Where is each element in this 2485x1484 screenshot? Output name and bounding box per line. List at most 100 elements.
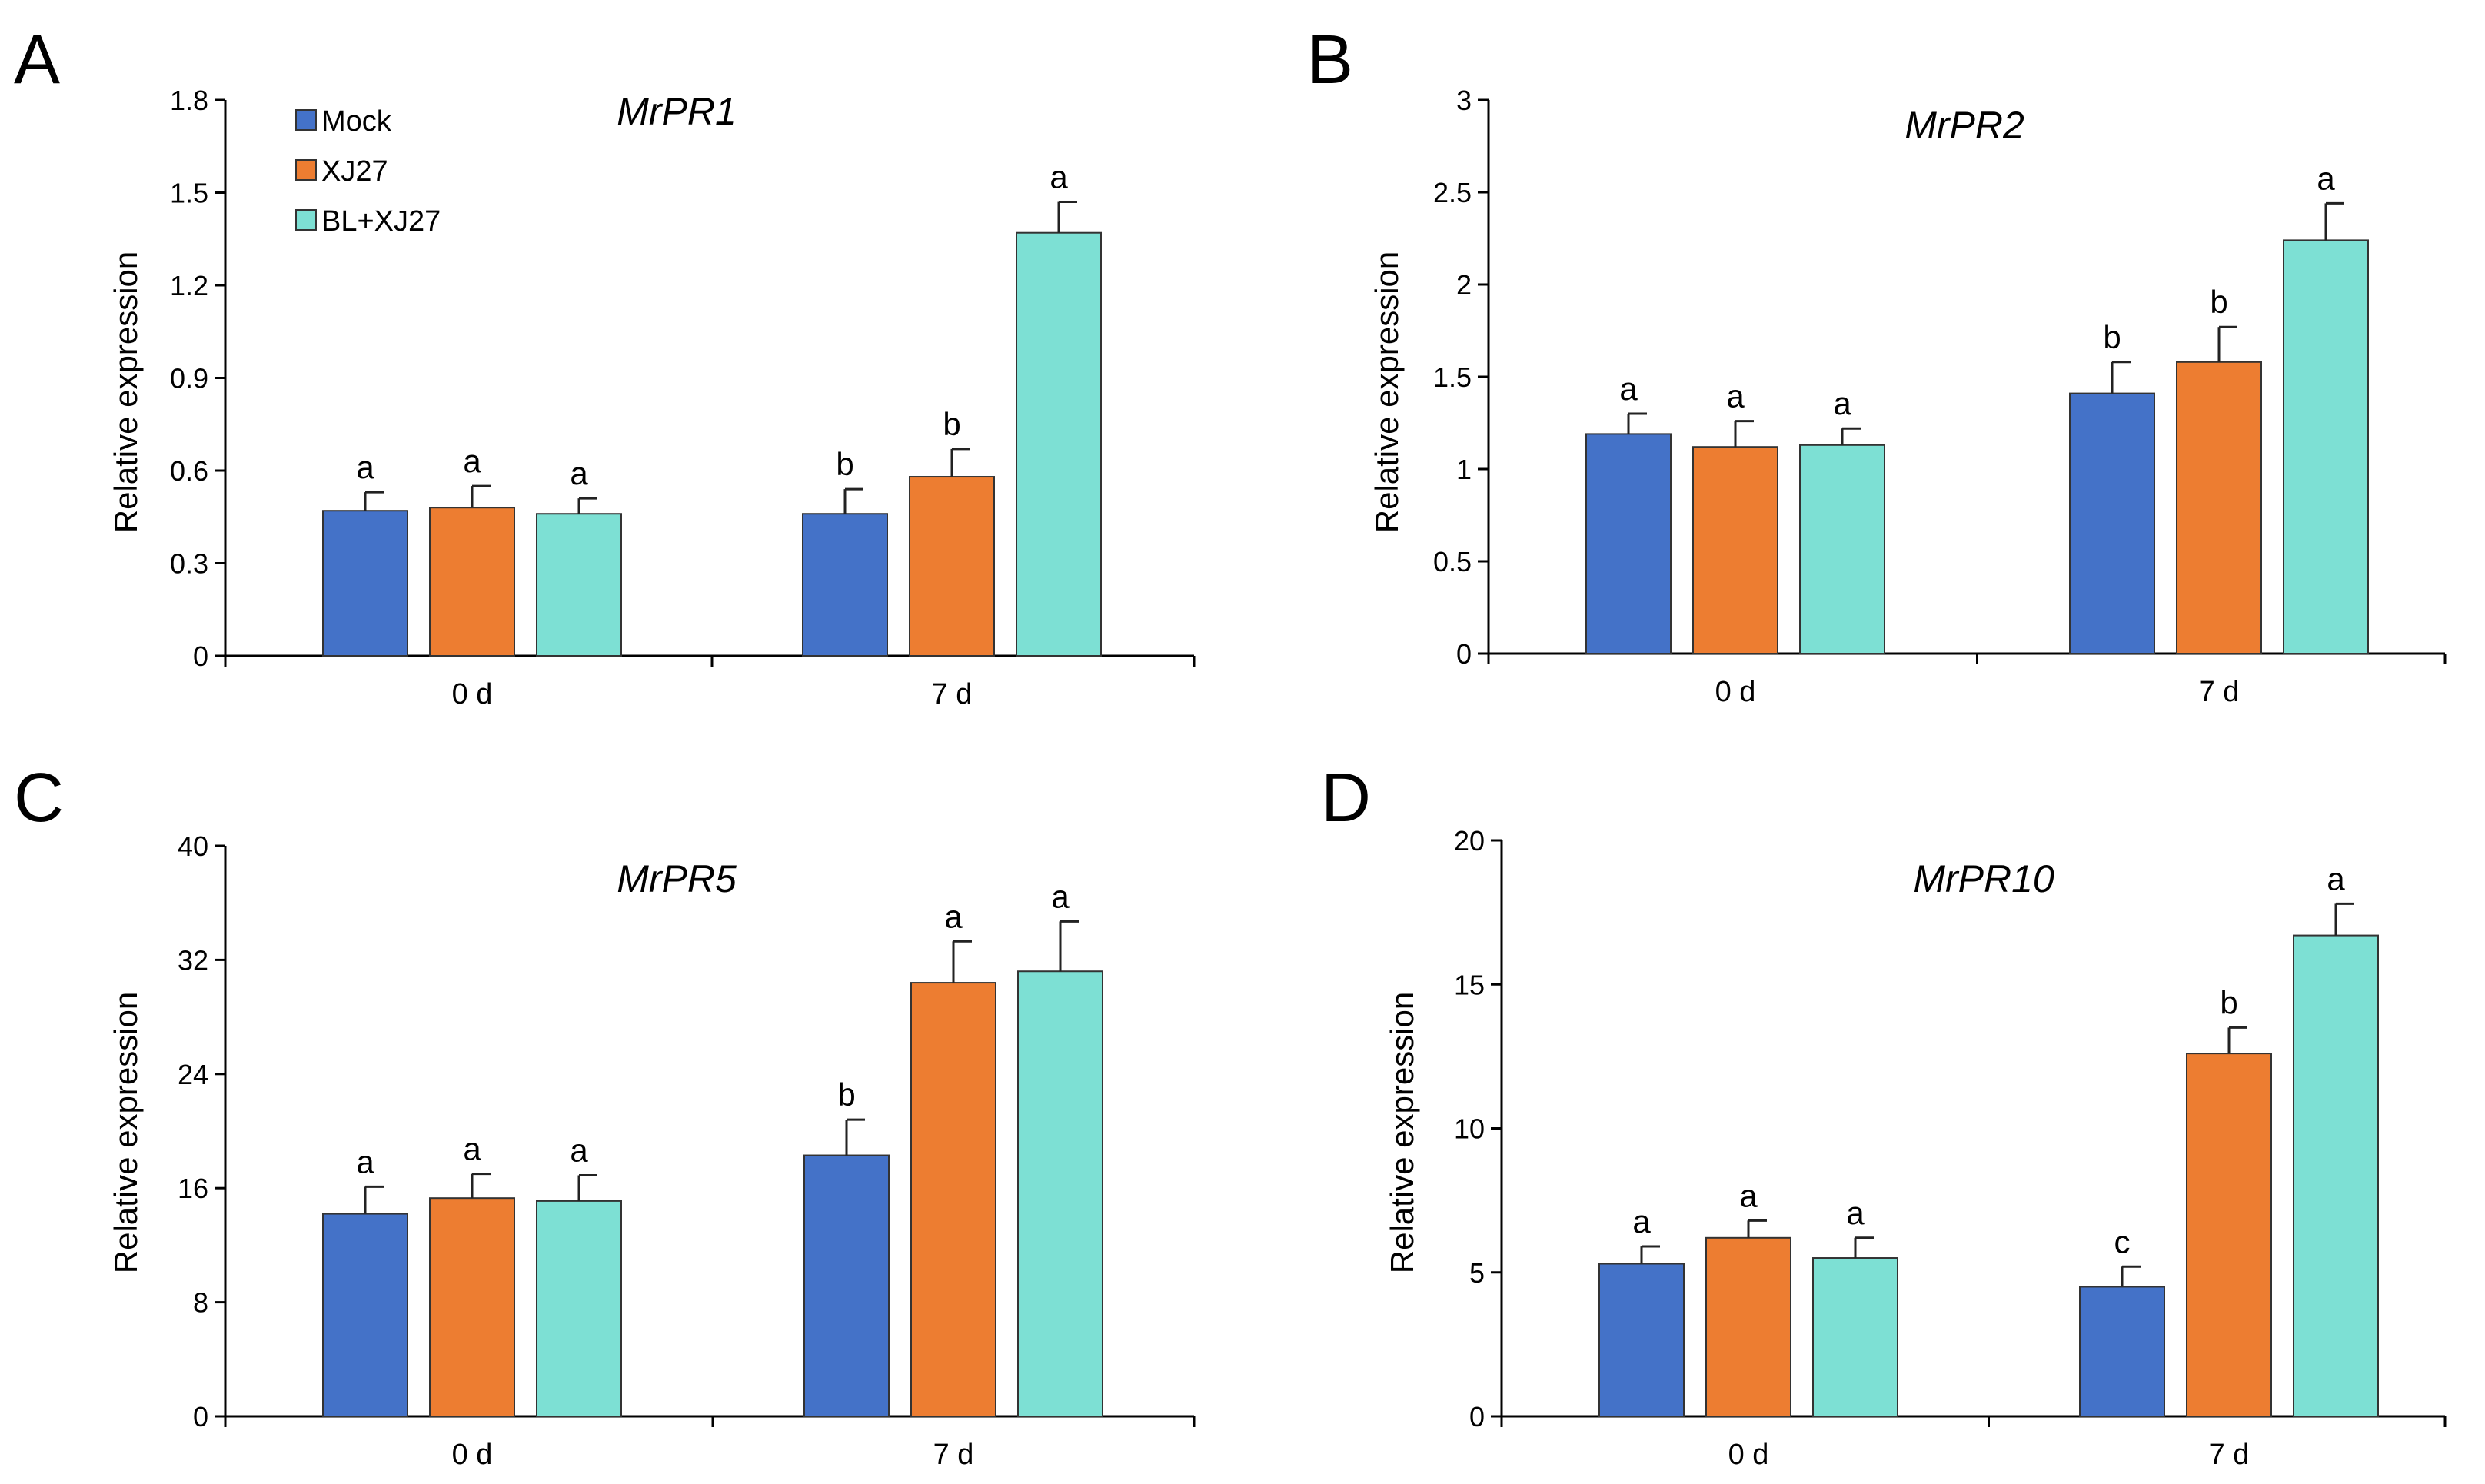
y-tick-label: 0 [193, 641, 208, 672]
bars: a a a b a a [322, 878, 1103, 1418]
y-tick-label: 0.6 [170, 455, 208, 487]
x-category-label: 0 d [1715, 676, 1756, 708]
significance-letter: a [463, 1131, 481, 1167]
chart-title: MrPR2 [1905, 104, 2024, 147]
bar-mock [2069, 392, 2155, 654]
x-category-label: 7 d [2209, 1439, 2250, 1471]
bar-xj27 [429, 1197, 515, 1418]
significance-letter: a [1833, 385, 1851, 421]
x-categories: 0 d 7 d [1715, 676, 2240, 708]
bar-xj27 [1705, 1236, 1791, 1418]
significance-letter: a [2317, 160, 2335, 196]
bar-xj27 [1692, 446, 1778, 654]
panel-letter-c: C [14, 760, 64, 837]
bar-bl-xj27 [1016, 231, 1102, 657]
y-tick-label: 1.5 [1433, 361, 1472, 393]
bar-xj27 [2186, 1053, 2272, 1417]
y-tick-label: 8 [193, 1287, 208, 1319]
x-category-label: 0 d [452, 1439, 493, 1471]
significance-letter: b [2220, 984, 2237, 1020]
y-tick-label: 10 [1454, 1113, 1485, 1145]
panel-letter-b: B [1307, 22, 1353, 98]
y-tick-label: 0.3 [170, 548, 208, 580]
significance-letter: a [570, 1133, 588, 1169]
x-categories: 0 d 7 d [452, 1439, 974, 1471]
legend-item-blxj27: BL+XJ27 [295, 205, 441, 238]
significance-letter: a [570, 455, 588, 491]
y-tick-label: 2.5 [1433, 177, 1472, 208]
significance-letter: a [1619, 371, 1638, 407]
significance-letter: a [1739, 1177, 1758, 1213]
legend-item-xj27: XJ27 [295, 155, 388, 188]
bar-xj27 [2176, 361, 2262, 654]
y-tick-label: 40 [178, 830, 208, 862]
y-tick-label: 3 [1456, 85, 1472, 116]
y-tick-label: 0.5 [1433, 546, 1472, 577]
bar-bl-xj27 [2293, 934, 2379, 1417]
y-tick-label: 2 [1456, 269, 1472, 301]
significance-letter: a [1846, 1195, 1865, 1231]
bar-mock [802, 513, 888, 657]
bar-bl-xj27 [1017, 970, 1103, 1417]
significance-letter: a [944, 898, 963, 934]
panel-letter-a: A [14, 22, 60, 98]
y-tick-label: 1.5 [170, 178, 208, 209]
legend-item-mock: Mock [295, 105, 392, 138]
significance-letter: a [1051, 878, 1070, 914]
y-tick-label: 32 [178, 944, 208, 976]
bar-bl-xj27 [536, 1200, 622, 1418]
legend-swatch-xj27 [295, 159, 317, 181]
chart-title: MrPR1 [617, 90, 737, 133]
panel-b: B MrPR2 Relative expression 0 0.5 1 1.5 2 2.5… [1307, 22, 2447, 708]
significance-letter: c [2114, 1223, 2131, 1259]
chart-title: MrPR10 [1913, 857, 2054, 900]
y-axis-title: Relative expression [1369, 251, 1405, 534]
significance-letter: a [1632, 1203, 1651, 1239]
legend-swatch-blxj27 [295, 209, 317, 231]
significance-letter: a [356, 449, 374, 485]
y-ticks: 0 5 10 15 20 [1454, 825, 2447, 1432]
bar-mock [322, 510, 408, 657]
bar-bl-xj27 [1812, 1257, 1898, 1418]
x-category-label: 0 d [1728, 1439, 1769, 1471]
significance-letter: b [2210, 284, 2227, 320]
y-axis-title: Relative expression [1384, 992, 1420, 1274]
x-categories: 0 d 7 d [1728, 1439, 2250, 1471]
bars: a a a c b a [1598, 860, 2379, 1418]
bar-bl-xj27 [536, 513, 622, 657]
significance-letter: a [1726, 378, 1745, 414]
x-category-label: 0 d [452, 678, 493, 710]
y-tick-label: 1.8 [170, 85, 208, 116]
legend-swatch-mock [295, 109, 317, 131]
x-category-label: 7 d [2199, 676, 2240, 708]
y-tick-label: 1 [1456, 454, 1472, 485]
bars: a a a b b a [1585, 160, 2369, 655]
x-categories: 0 d 7 d [452, 678, 973, 710]
bar-mock [2079, 1286, 2165, 1417]
legend-label-blxj27: BL+XJ27 [321, 205, 441, 238]
bars: a a a b b a [322, 159, 1102, 657]
significance-letter: b [836, 446, 853, 482]
panel-c: C MrPR5 Relative expression 0 8 16 24 32 40 a… [14, 760, 1196, 1471]
y-tick-label: 0 [193, 1401, 208, 1432]
y-axis-title: Relative expression [108, 251, 144, 534]
bar-xj27 [910, 982, 996, 1417]
significance-letter: b [837, 1076, 855, 1113]
significance-letter: b [2103, 319, 2121, 355]
y-tick-label: 15 [1454, 969, 1485, 1000]
y-axis-title: Relative expression [108, 992, 144, 1274]
bar-bl-xj27 [1799, 444, 1885, 654]
legend: Mock XJ27 BL+XJ27 [295, 105, 441, 238]
bar-mock [1585, 433, 1672, 655]
panel-letter-d: D [1321, 760, 1371, 837]
y-tick-label: 0 [1469, 1401, 1485, 1432]
x-category-label: 7 d [933, 1439, 974, 1471]
legend-label-mock: Mock [321, 105, 392, 138]
legend-label-xj27: XJ27 [321, 155, 388, 188]
significance-letter: a [2327, 860, 2345, 897]
significance-letter: b [943, 406, 960, 442]
bar-mock [1598, 1263, 1685, 1418]
y-tick-label: 0 [1456, 638, 1472, 670]
